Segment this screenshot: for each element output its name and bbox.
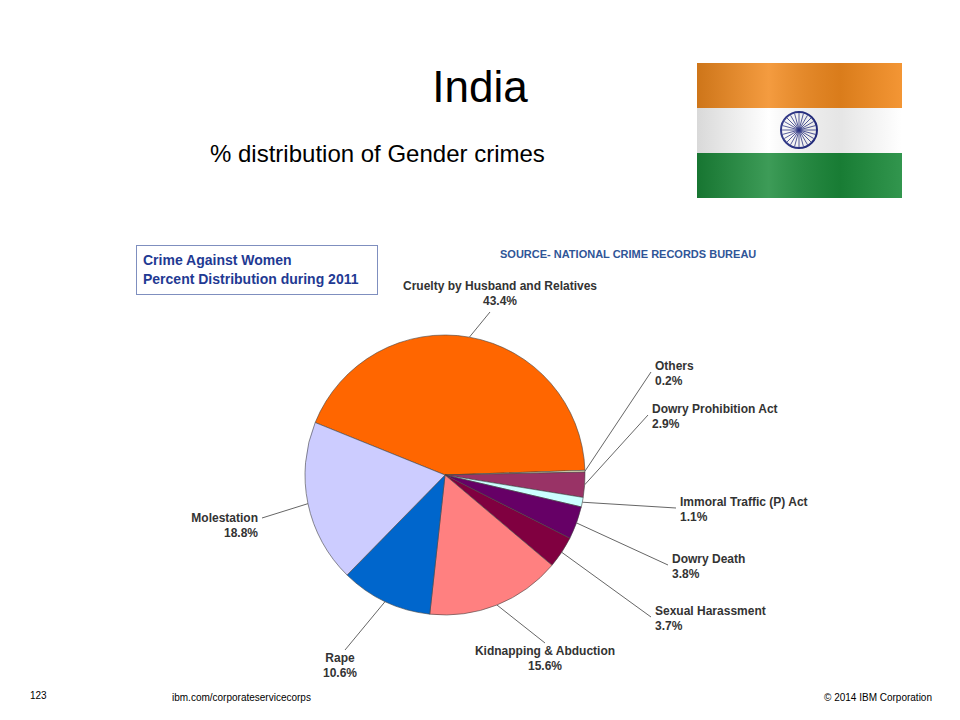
html-text:Crime Against Women: Crime Against Women	[143, 252, 292, 268]
html-text:ibm.com/corporateservicecorps: ibm.com/corporateservicecorps	[172, 692, 311, 703]
svg-text:Molestation18.8%: Molestation18.8%	[191, 511, 258, 540]
html-text:% distribution of Gender crime: % distribution of Gender crimes	[210, 140, 545, 167]
svg-text:Rape10.6%: Rape10.6%	[323, 651, 357, 680]
html-text:123: 123	[30, 690, 47, 701]
svg-text:Others0.2%: Others0.2%	[655, 359, 694, 388]
html-text:© 2014 IBM Corporation: © 2014 IBM Corporation	[824, 692, 932, 703]
svg-text:Cruelty by Husband and Relativ: Cruelty by Husband and Relatives43.4%	[403, 279, 597, 308]
html-text:India: India	[432, 62, 528, 111]
svg-text:Immoral Traffic (P) Act1.1%: Immoral Traffic (P) Act1.1%	[680, 495, 808, 524]
svg-text:Kidnapping & Abduction15.6%: Kidnapping & Abduction15.6%	[475, 644, 615, 673]
svg-text:Sexual Harassment3.7%: Sexual Harassment3.7%	[655, 604, 766, 633]
svg-text:Dowry Death3.8%: Dowry Death3.8%	[672, 552, 745, 581]
svg-text:Dowry Prohibition Act2.9%: Dowry Prohibition Act2.9%	[652, 402, 778, 431]
html-text:Percent Distribution during 20: Percent Distribution during 2011	[143, 271, 359, 287]
html-text:SOURCE- NATIONAL CRIME RECORDS: SOURCE- NATIONAL CRIME RECORDS BUREAU	[500, 248, 757, 260]
